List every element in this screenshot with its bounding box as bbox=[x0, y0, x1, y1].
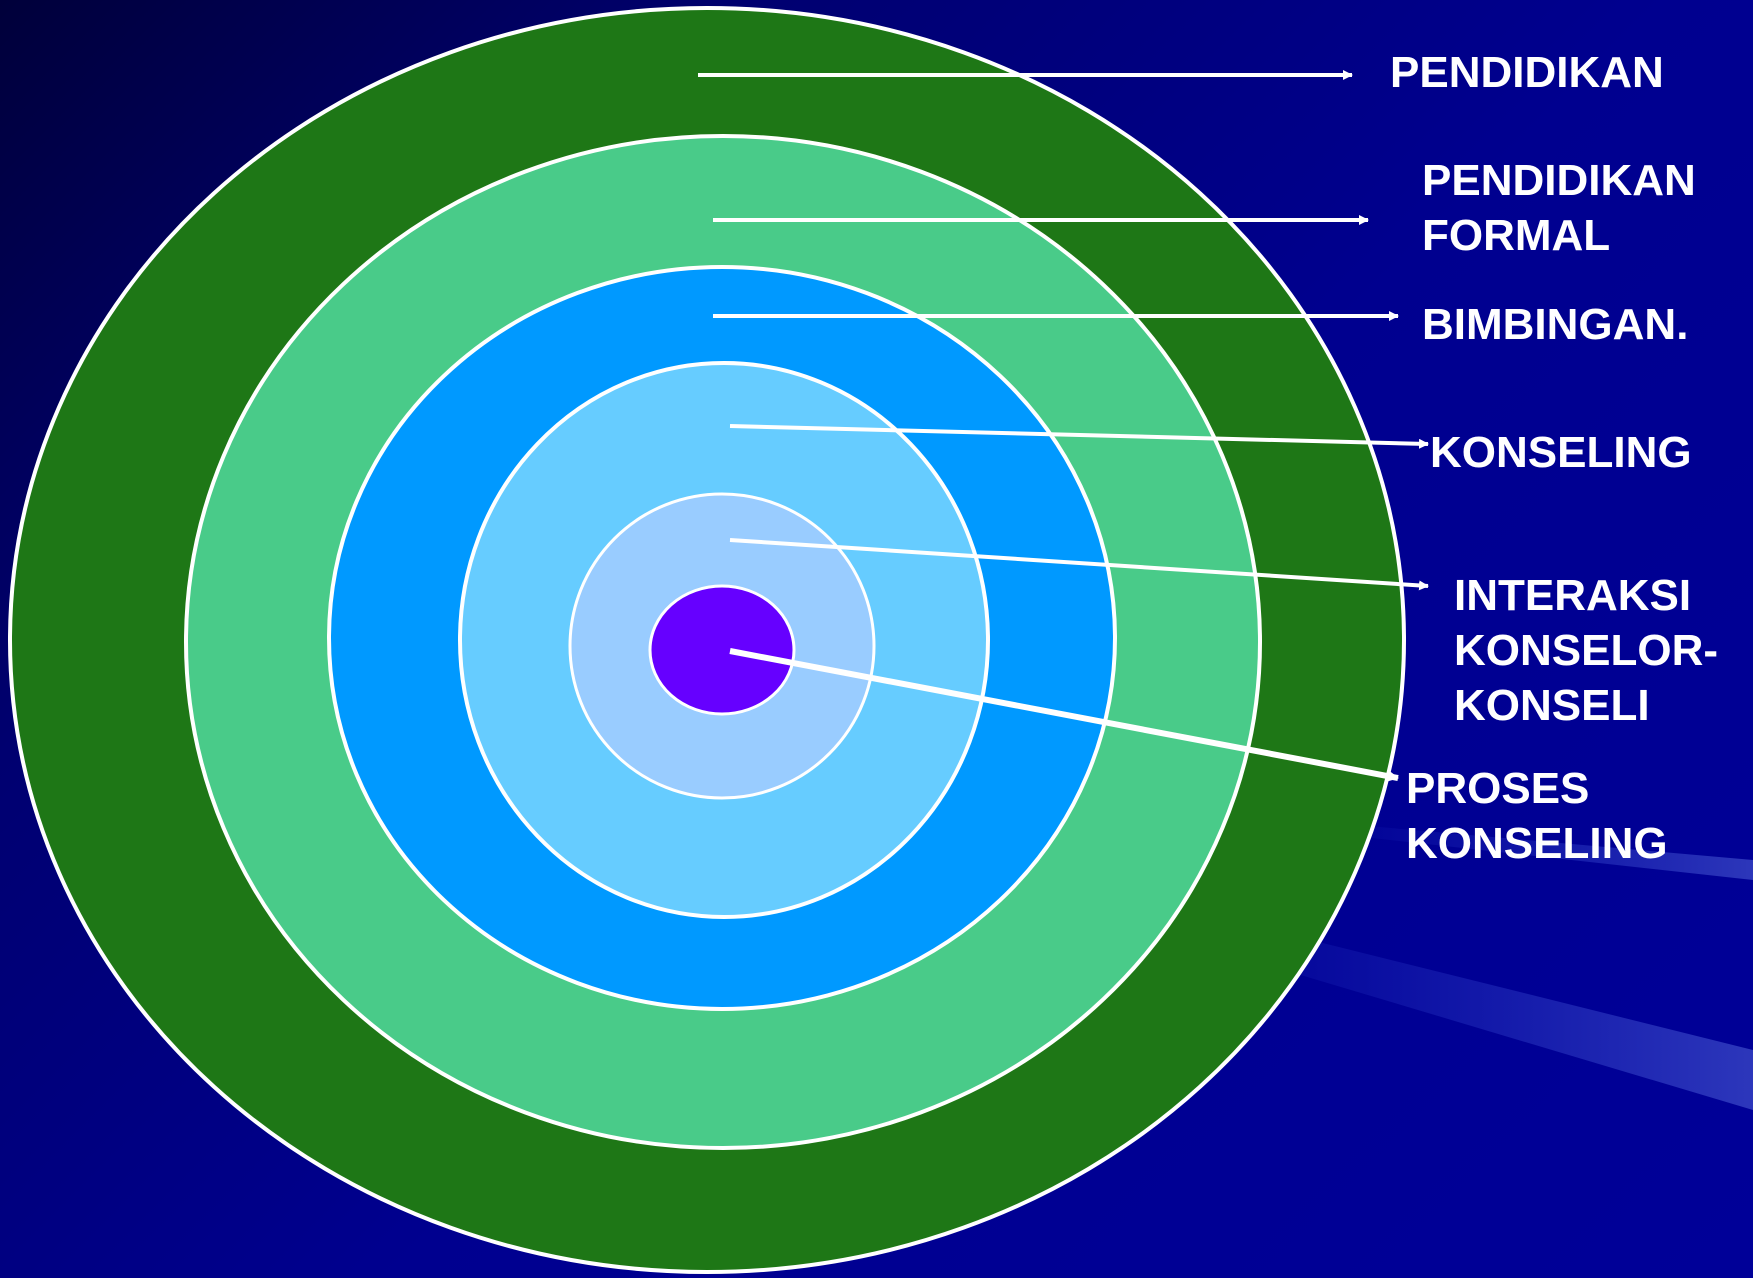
label-konseling: KONSELING bbox=[1430, 428, 1692, 477]
label-bimbingan: BIMBINGAN. bbox=[1422, 300, 1689, 349]
arrow-konseling bbox=[729, 424, 1429, 449]
label-pendidikan-formal: PENDIDIKAN FORMAL bbox=[1422, 156, 1696, 260]
layer-core-proses-konseling bbox=[648, 584, 796, 716]
label-interaksi-konselor-konseli: INTERAKSI KONSELOR- KONSELI bbox=[1454, 571, 1718, 730]
label-proses-konseling: PROSES KONSELING bbox=[1406, 764, 1668, 868]
arrow-proses-konseling bbox=[729, 648, 1399, 782]
arrow-interaksi-konselor-konseli bbox=[729, 538, 1429, 591]
label-pendidikan: PENDIDIKAN bbox=[1390, 48, 1664, 97]
